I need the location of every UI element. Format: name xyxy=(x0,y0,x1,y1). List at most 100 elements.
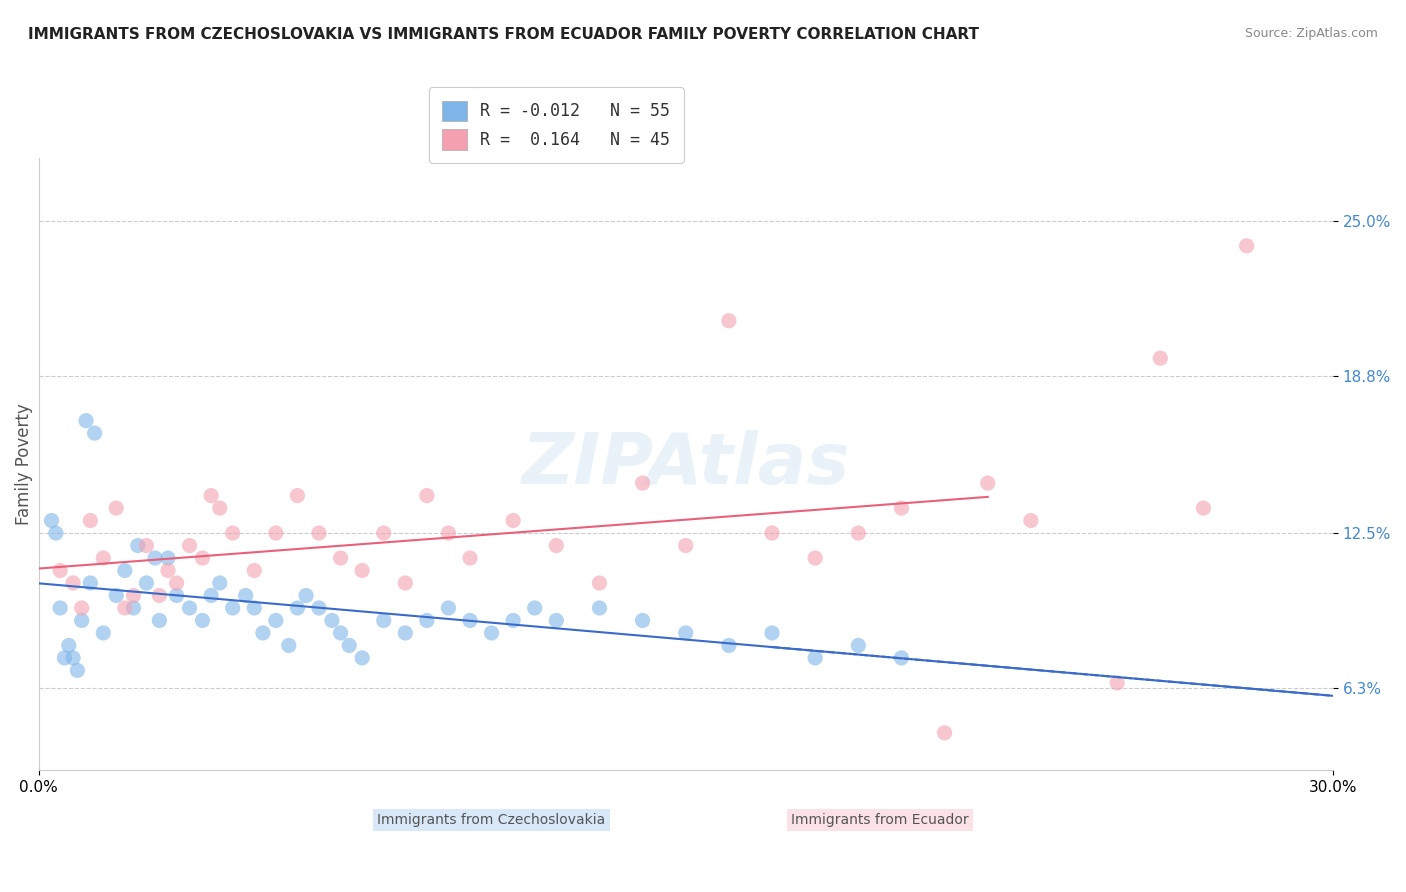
Text: ZIPAtlas: ZIPAtlas xyxy=(522,430,851,499)
Point xyxy=(91,551,114,566)
Point xyxy=(437,601,460,615)
Point xyxy=(62,651,84,665)
Point xyxy=(91,626,114,640)
Point xyxy=(588,601,610,615)
Point xyxy=(41,514,63,528)
Point xyxy=(208,576,231,591)
Point xyxy=(235,589,257,603)
Point xyxy=(127,539,149,553)
Point xyxy=(546,539,568,553)
Point xyxy=(890,651,912,665)
Point xyxy=(148,589,170,603)
Point xyxy=(546,614,568,628)
Point xyxy=(1236,239,1258,253)
Point xyxy=(675,539,697,553)
Point xyxy=(934,726,956,740)
Point xyxy=(179,601,201,615)
Point xyxy=(122,601,145,615)
Point xyxy=(75,414,97,428)
Point xyxy=(58,639,80,653)
Point xyxy=(79,576,101,591)
Point xyxy=(308,601,330,615)
Point xyxy=(373,614,395,628)
Point xyxy=(70,614,93,628)
Point xyxy=(166,589,188,603)
Point xyxy=(394,576,416,591)
Point xyxy=(62,576,84,591)
Point xyxy=(329,551,352,566)
Point xyxy=(1019,514,1042,528)
Legend: R = -0.012   N = 55, R =  0.164   N = 45: R = -0.012 N = 55, R = 0.164 N = 45 xyxy=(429,87,683,163)
Point xyxy=(114,564,136,578)
Point xyxy=(321,614,343,628)
Point xyxy=(105,589,128,603)
Point xyxy=(804,651,827,665)
Point xyxy=(804,551,827,566)
Point xyxy=(156,564,179,578)
Point xyxy=(502,514,524,528)
Point xyxy=(846,639,869,653)
Y-axis label: Family Poverty: Family Poverty xyxy=(15,403,32,525)
Point xyxy=(83,426,105,441)
Point xyxy=(45,526,67,541)
Point xyxy=(79,514,101,528)
Point xyxy=(1149,351,1171,366)
Point xyxy=(191,551,214,566)
Point xyxy=(114,601,136,615)
Point xyxy=(352,564,374,578)
Point xyxy=(329,626,352,640)
Point xyxy=(502,614,524,628)
Point xyxy=(243,564,266,578)
Point xyxy=(295,589,318,603)
Point xyxy=(252,626,274,640)
Point xyxy=(308,526,330,541)
Point xyxy=(1107,676,1129,690)
Point xyxy=(191,614,214,628)
Point xyxy=(200,489,222,503)
Point xyxy=(416,489,439,503)
Point xyxy=(846,526,869,541)
Point xyxy=(264,526,287,541)
Point xyxy=(394,626,416,640)
Point xyxy=(761,526,783,541)
Point xyxy=(761,626,783,640)
Point xyxy=(222,526,245,541)
Point xyxy=(66,664,89,678)
Point xyxy=(148,614,170,628)
Point xyxy=(458,614,481,628)
Point xyxy=(53,651,76,665)
Point xyxy=(105,501,128,516)
Point xyxy=(287,601,309,615)
Text: Immigrants from Ecuador: Immigrants from Ecuador xyxy=(792,814,969,827)
Text: Immigrants from Czechoslovakia: Immigrants from Czechoslovakia xyxy=(377,814,606,827)
Point xyxy=(588,576,610,591)
Point xyxy=(143,551,166,566)
Point xyxy=(631,614,654,628)
Point xyxy=(717,639,740,653)
Point xyxy=(890,501,912,516)
Text: Source: ZipAtlas.com: Source: ZipAtlas.com xyxy=(1244,27,1378,40)
Point xyxy=(70,601,93,615)
Point xyxy=(1192,501,1215,516)
Point xyxy=(977,476,1000,491)
Point xyxy=(523,601,546,615)
Point xyxy=(287,489,309,503)
Point xyxy=(458,551,481,566)
Point xyxy=(675,626,697,640)
Point xyxy=(264,614,287,628)
Point xyxy=(156,551,179,566)
Point xyxy=(135,576,157,591)
Point xyxy=(135,539,157,553)
Point xyxy=(631,476,654,491)
Point xyxy=(277,639,299,653)
Point xyxy=(179,539,201,553)
Point xyxy=(122,589,145,603)
Point xyxy=(437,526,460,541)
Point xyxy=(222,601,245,615)
Point xyxy=(352,651,374,665)
Point xyxy=(200,589,222,603)
Point xyxy=(337,639,360,653)
Point xyxy=(243,601,266,615)
Point xyxy=(416,614,439,628)
Point xyxy=(208,501,231,516)
